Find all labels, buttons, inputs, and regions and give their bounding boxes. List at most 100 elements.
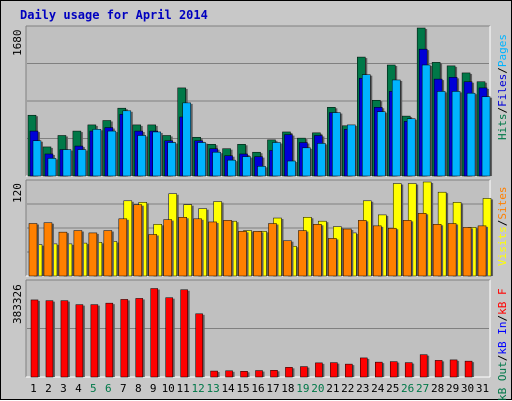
bar-kbf-day-29 (449, 359, 458, 378)
bar-sites-day-24 (373, 225, 382, 277)
bar-kbf-day-13 (210, 370, 218, 378)
bar-kbf-day-30 (464, 360, 473, 378)
bar-pages-day-27 (421, 64, 431, 177)
day-label-5: 5 (90, 382, 97, 395)
bar-pages-day-25 (391, 79, 401, 177)
bar-sites-day-25 (387, 227, 397, 277)
bar-pages-day-20 (317, 143, 326, 177)
bar-pages-day-21 (332, 112, 341, 177)
bar-sites-day-30 (462, 227, 472, 277)
legend-item: / (496, 219, 509, 227)
bar-pages-day-1 (32, 140, 42, 177)
day-label-22: 22 (341, 382, 354, 395)
bar-kbf-day-3 (60, 300, 69, 378)
bar-kbf-day-21 (330, 362, 338, 378)
bar-pages-day-3 (62, 149, 72, 177)
bar-sites-day-17 (268, 223, 277, 277)
bar-kbf-day-14 (225, 370, 233, 378)
bar-pages-day-24 (377, 111, 386, 177)
legend-item: kB F (496, 288, 509, 315)
bar-kbf-day-17 (270, 370, 278, 378)
bar-kbf-day-26 (404, 362, 413, 378)
legend-item: Hits (496, 113, 509, 141)
bar-sites-day-10 (163, 219, 172, 277)
bar-sites-day-29 (447, 223, 457, 277)
bar-kbf-day-2 (45, 300, 54, 378)
day-label-31: 31 (476, 382, 489, 395)
bar-kbf-day-22 (345, 363, 353, 378)
legend-item: kB In (496, 321, 509, 355)
bar-pages-day-13 (212, 151, 221, 177)
bar-kbf-day-6 (105, 302, 114, 378)
day-label-1: 1 (30, 382, 37, 395)
day-label-6: 6 (105, 382, 112, 395)
legend-item: / (496, 354, 509, 362)
legend-item: kB Out (496, 361, 509, 401)
bar-sites-day-7 (118, 218, 128, 277)
bar-pages-day-16 (257, 166, 266, 177)
day-label-15: 15 (236, 382, 249, 395)
bar-sites-day-23 (358, 220, 367, 277)
bar-sites-day-21 (328, 238, 337, 277)
day-label-12: 12 (192, 382, 205, 395)
bar-kbf-day-27 (419, 354, 428, 378)
bar-pages-day-7 (122, 110, 132, 177)
day-label-20: 20 (311, 382, 324, 395)
bar-sites-day-6 (103, 230, 113, 277)
bar-kbf-day-28 (434, 360, 443, 378)
bar-pages-day-6 (107, 130, 117, 177)
day-label-2: 2 (45, 382, 52, 395)
bar-sites-day-18 (283, 240, 292, 277)
legend-kb: kB Out/kB In/kB F (496, 288, 509, 401)
bar-pages-day-2 (47, 158, 57, 177)
bar-kbf-day-18 (285, 367, 293, 378)
bar-pages-day-28 (436, 91, 446, 177)
bar-sites-day-12 (193, 218, 202, 277)
bar-sites-day-26 (402, 220, 412, 277)
bar-sites-day-4 (73, 230, 83, 277)
bar-kbf-day-5 (90, 304, 99, 378)
day-label-3: 3 (60, 382, 67, 395)
bar-pages-day-17 (272, 142, 281, 177)
bar-sites-day-14 (223, 220, 232, 277)
bar-pages-day-23 (362, 74, 371, 177)
bar-kbf-day-19 (300, 366, 308, 378)
bar-sites-day-1 (28, 223, 38, 277)
bar-sites-day-16 (253, 231, 262, 277)
bar-kbf-day-1 (30, 299, 39, 378)
day-label-8: 8 (135, 382, 142, 395)
bar-sites-day-5 (88, 232, 98, 277)
day-label-30: 30 (461, 382, 474, 395)
legend-item: / (496, 67, 509, 74)
bar-kbf-day-20 (315, 362, 323, 378)
bar-pages-day-31 (481, 96, 491, 177)
day-label-10: 10 (162, 382, 175, 395)
bar-pages-day-18 (287, 160, 296, 177)
bar-kbf-day-8 (135, 298, 144, 378)
bar-kbf-day-10 (165, 297, 173, 378)
bar-pages-day-5 (92, 129, 102, 177)
bar-pages-day-15 (242, 156, 251, 177)
day-label-7: 7 (120, 382, 127, 395)
legend-item: Files (496, 73, 509, 107)
legend-item: Pages (496, 34, 509, 68)
bar-sites-day-28 (432, 224, 442, 277)
bar-sites-day-15 (238, 231, 247, 277)
chart-title: Daily usage for April 2014 (20, 8, 208, 22)
bar-pages-day-26 (406, 118, 416, 177)
bar-sites-day-19 (298, 230, 307, 277)
day-label-14: 14 (221, 382, 235, 395)
bar-sites-day-22 (343, 228, 352, 277)
day-label-13: 13 (206, 382, 219, 395)
legend-item: Visits (496, 226, 509, 266)
day-label-19: 19 (296, 382, 309, 395)
day-label-26: 26 (401, 382, 414, 395)
day-label-25: 25 (386, 382, 399, 395)
bar-sites-day-2 (43, 222, 53, 277)
bar-pages-day-9 (152, 131, 161, 177)
day-label-28: 28 (431, 382, 444, 395)
bar-kbf-day-9 (150, 288, 158, 378)
day-label-24: 24 (371, 382, 385, 395)
day-label-4: 4 (75, 382, 82, 395)
bar-kbf-day-15 (240, 371, 248, 378)
